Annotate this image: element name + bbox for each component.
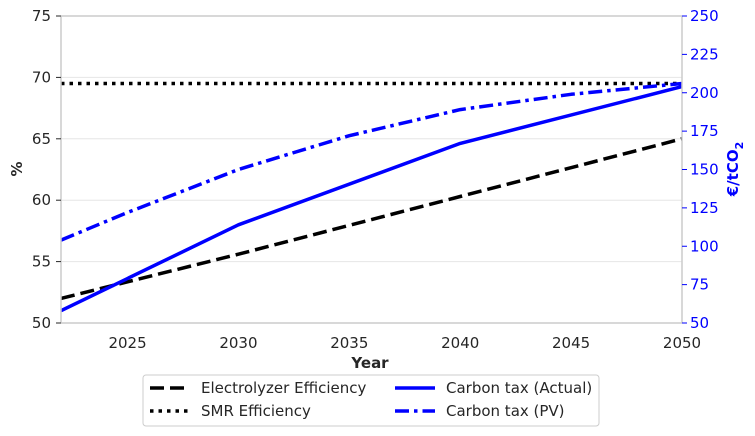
legend: Electrolyzer Efficiency SMR Efficiency Car… xyxy=(142,374,600,427)
y-right-tick-label: 100 xyxy=(690,237,719,255)
x-tick-label: 2050 xyxy=(663,334,701,352)
x-tick-label: 2040 xyxy=(441,334,479,352)
legend-label-0: Electrolyzer Efficiency xyxy=(201,379,366,397)
series-line-0 xyxy=(60,137,683,301)
legend-box xyxy=(142,374,600,427)
y-left-tick-label: 50 xyxy=(32,314,51,332)
series-line-2 xyxy=(60,84,683,313)
y-right-tick-label: 125 xyxy=(690,199,719,217)
y-right-tick-label: 150 xyxy=(690,161,719,179)
x-tick-label: 2030 xyxy=(219,334,257,352)
y-right-tick-label: 175 xyxy=(690,122,719,140)
x-axis-ticks: 2025 2030 2035 2040 2045 2050 xyxy=(108,334,701,352)
y-right-tick-label: 225 xyxy=(690,45,719,63)
y-axis-right-title-sub: 2 xyxy=(733,142,746,150)
legend-label-1: SMR Efficiency xyxy=(201,402,311,420)
y-axis-left-title: % xyxy=(8,161,26,176)
y-axis-right-title: €/tCO2 xyxy=(724,142,746,198)
y-left-tick-label: 70 xyxy=(32,68,51,86)
x-axis-title: Year xyxy=(350,354,389,372)
y-axis-right-title-main: €/tCO xyxy=(724,149,742,197)
axes-frame xyxy=(60,15,683,324)
x-tick-label: 2045 xyxy=(552,334,590,352)
grid-lines xyxy=(61,76,682,263)
x-tick-label: 2025 xyxy=(108,334,146,352)
y-left-tick-label: 55 xyxy=(32,253,51,271)
y-axis-left-ticks: 50 55 60 65 70 75 xyxy=(32,7,61,332)
y-right-tick-label: 200 xyxy=(690,84,719,102)
legend-label-2: Carbon tax (Actual) xyxy=(446,379,592,397)
y-left-tick-label: 60 xyxy=(32,191,51,209)
y-right-tick-label: 50 xyxy=(690,314,709,332)
y-left-tick-label: 65 xyxy=(32,130,51,148)
y-right-tick-label: 75 xyxy=(690,276,709,294)
series-line-3 xyxy=(60,81,683,242)
series-lines xyxy=(60,81,683,313)
y-right-tick-label: 250 xyxy=(690,7,719,25)
y-left-tick-label: 75 xyxy=(32,7,51,25)
legend-label-3: Carbon tax (PV) xyxy=(446,402,565,420)
y-axis-right-ticks: 50 75 100 125 150 175 200 225 250 xyxy=(682,7,719,332)
x-tick-label: 2035 xyxy=(330,334,368,352)
